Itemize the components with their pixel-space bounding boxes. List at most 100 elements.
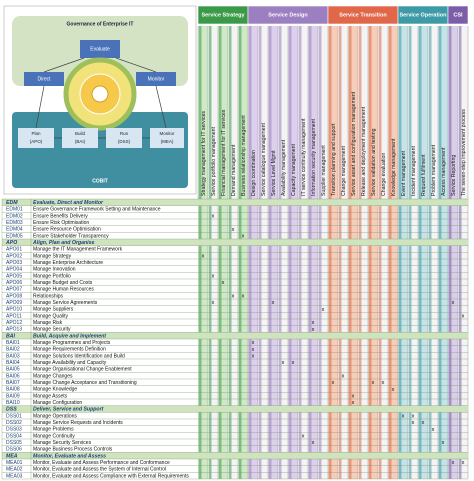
section-code: APO (5, 240, 17, 246)
process-name: Manage Security (33, 327, 71, 333)
process-name: Manage Requirements Definition (33, 347, 106, 353)
monitor-mgmt-label: Monitor (159, 131, 175, 136)
monitor-label: Monitor (148, 76, 165, 82)
process-name: Manage Human Resources (33, 287, 94, 293)
mapping-mark: x (332, 380, 335, 386)
process-name: Manage Knowledge (33, 387, 77, 393)
column-label: Request fulfilment (421, 154, 427, 196)
mapping-mark: x (412, 420, 415, 426)
evaluate-box (80, 40, 120, 58)
group-header (447, 5, 469, 25)
mapping-mark: x (342, 373, 345, 379)
process-name: Manage Problems (33, 427, 74, 433)
process-label-cell (2, 372, 198, 379)
process-name: Manage Security Services (33, 440, 92, 446)
process-code: DSS01 (6, 413, 22, 419)
plan-label: (APO) (30, 139, 43, 144)
mapping-mark: x (302, 433, 305, 439)
process-label-cell (2, 432, 198, 439)
mapping-mark: x (432, 427, 435, 433)
process-name: Manage Service Requests and Incidents (33, 420, 123, 426)
management-band (12, 112, 188, 188)
section-row (2, 452, 468, 459)
direct-box (24, 72, 64, 86)
process-name: Manage Suppliers (33, 307, 74, 313)
mapping-mark: x (452, 300, 455, 306)
process-label-cell (2, 379, 198, 386)
process-code: BAI08 (6, 387, 20, 393)
mapping-mark: x (322, 307, 325, 313)
plan-label: Plan (31, 131, 41, 136)
process-code: EDM01 (6, 207, 23, 213)
process-label-cell (2, 445, 198, 453)
process-code: APO13 (6, 327, 22, 333)
mapping-mark: x (232, 227, 235, 233)
process-label-cell (2, 345, 198, 353)
process-label-cell (2, 205, 198, 213)
column-label: Service catalogue management (261, 122, 267, 196)
process-label-cell (2, 219, 198, 226)
process-name: Manage Strategy (33, 253, 72, 259)
process-code: EDM05 (6, 233, 23, 239)
section-name: Evaluate, Direct and Monitor (33, 200, 104, 206)
process-name: Manage Change Acceptance and Transitioni… (33, 380, 137, 386)
process-name: Manage Business Process Controls (33, 447, 113, 453)
build-box (62, 128, 98, 148)
mapping-mark: x (312, 440, 315, 446)
process-name: Manage Risk (33, 320, 63, 326)
column-label: Supplier management (321, 145, 327, 196)
section-row (2, 199, 468, 206)
column-label: Transition planning and support (331, 123, 337, 196)
process-code: BAI06 (6, 373, 20, 379)
column-label: Knowledge management (391, 138, 397, 196)
process-code: APO01 (6, 247, 22, 253)
group-header-label: CSI (453, 12, 463, 18)
process-name: Ensure Benefits Delivery (33, 213, 88, 219)
process-code: APO02 (6, 253, 22, 259)
process-code: BAI09 (6, 393, 20, 399)
column-label: Access management (441, 147, 447, 196)
process-code: BAI10 (6, 400, 20, 406)
mapping-mark: x (462, 460, 465, 466)
process-label-cell (2, 412, 198, 419)
process-label-cell (2, 259, 198, 266)
process-name: Manage Operations (33, 413, 77, 419)
section-name: Align, Plan and Organise (32, 240, 95, 246)
group-header-label: Service Operation (399, 12, 447, 18)
column-label: Business relationship management (241, 115, 247, 196)
process-name: Monitor, Evaluate and Assess the System … (33, 467, 166, 473)
run-label: Run (120, 131, 129, 136)
mapping-mark: x (212, 300, 215, 306)
process-code: APO03 (6, 260, 22, 266)
column-label: Service Reporting (451, 155, 457, 196)
column-label: Strategy management for IT services (201, 111, 207, 196)
section-name: Build, Acquire and Implement (33, 333, 106, 339)
mapping-mark: x (232, 293, 235, 299)
column-label: Change evaluation (381, 153, 387, 196)
mapping-mark: x (312, 320, 315, 326)
mapping-mark: x (282, 360, 285, 366)
process-name: Manage Solutions Identification and Buil… (33, 353, 125, 359)
mapping-mark: x (212, 273, 215, 279)
column-label: Capacity management (291, 144, 297, 196)
process-code: APO04 (6, 267, 22, 273)
column-label: Incident management (411, 146, 417, 196)
column-label: Demand management (231, 144, 237, 196)
process-label-cell (2, 359, 198, 366)
process-name: Manage Budget and Costs (33, 280, 93, 286)
mapping-mark: x (352, 400, 355, 406)
mapping-mark: x (422, 420, 425, 426)
process-code: BAI05 (6, 367, 20, 373)
process-name: Ensure Resource Optimisation (33, 227, 101, 233)
column-label: The seven-step improvement process (461, 109, 467, 196)
mapping-mark: x (312, 327, 315, 333)
column-label: Event management (401, 150, 407, 196)
section-code: DSS (6, 407, 17, 413)
column-label: Release and deployment management (361, 106, 367, 196)
evaluate-label: Evaluate (90, 46, 110, 52)
mapping-mark: x (252, 347, 255, 353)
mapping-mark: x (372, 380, 375, 386)
mapping-mark: x (382, 380, 385, 386)
mapping-mark: x (352, 393, 355, 399)
